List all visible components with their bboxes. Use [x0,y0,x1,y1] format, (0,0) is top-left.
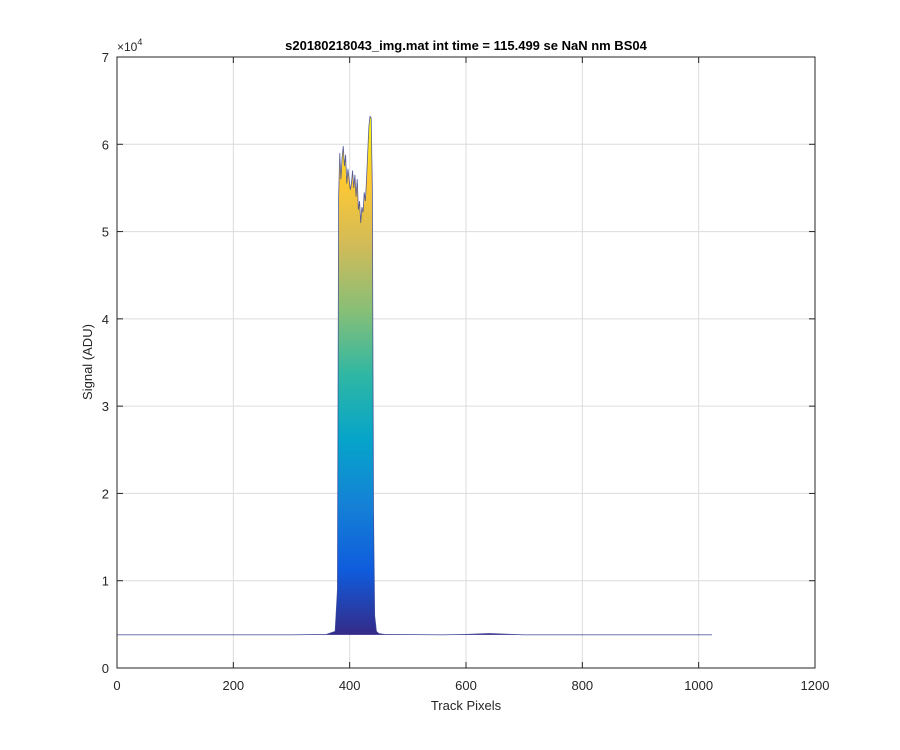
y-tick-label: 1 [102,574,109,589]
y-tick-label: 6 [102,137,109,152]
tick-labels: 0 200 400 600 800 1000 1200 0 1 2 3 4 5 6 7 [102,50,830,693]
y-tick-label: 4 [102,312,109,327]
y-multiplier-exponent: 4 [137,37,142,47]
series-line [117,115,713,636]
y-exponent-label: ×104 [117,37,142,54]
x-tick-label: 1200 [801,678,830,693]
x-tick-label: 600 [455,678,477,693]
y-multiplier-base: ×10 [117,40,138,54]
x-axis-label: Track Pixels [431,698,502,713]
y-axis-label: Signal (ADU) [80,324,95,400]
data-layer [117,115,713,636]
y-tick-label: 2 [102,486,109,501]
x-tick-label: 400 [339,678,361,693]
x-tick-label: 200 [222,678,244,693]
x-tick-label: 800 [571,678,593,693]
y-tick-label: 0 [102,661,109,676]
y-tick-label: 3 [102,399,109,414]
y-tick-label: 5 [102,225,109,240]
grid-lines [117,57,815,668]
chart-title: s20180218043_img.mat int time = 115.499 … [285,38,647,53]
x-tick-label: 1000 [684,678,713,693]
y-tick-label: 7 [102,50,109,65]
x-tick-label: 0 [113,678,120,693]
